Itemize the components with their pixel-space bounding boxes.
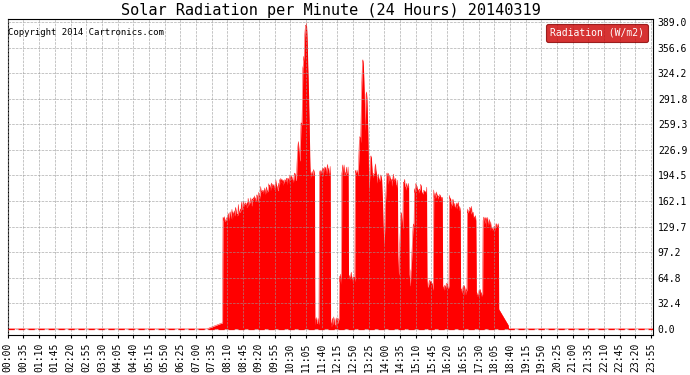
Legend: Radiation (W/m2): Radiation (W/m2) xyxy=(546,24,648,42)
Title: Solar Radiation per Minute (24 Hours) 20140319: Solar Radiation per Minute (24 Hours) 20… xyxy=(121,3,540,18)
Text: Copyright 2014 Cartronics.com: Copyright 2014 Cartronics.com xyxy=(8,28,164,38)
